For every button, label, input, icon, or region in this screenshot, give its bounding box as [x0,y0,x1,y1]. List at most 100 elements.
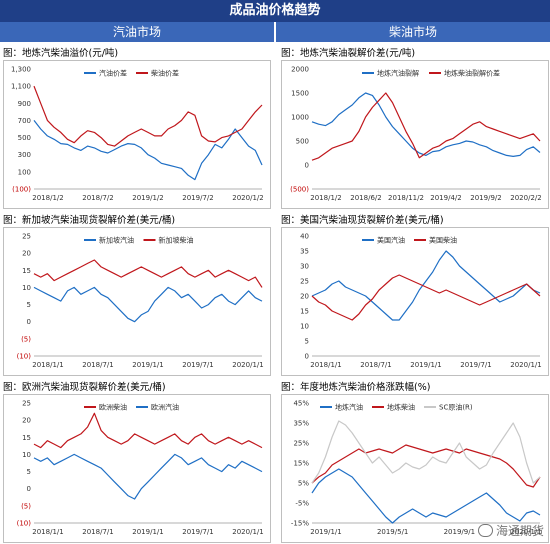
x-tick-label: 2020/1/2 [232,194,263,202]
y-tick-label: 1,300 [11,66,31,74]
y-tick-label: 5 [305,338,309,346]
y-tick-label: 40 [300,233,309,241]
y-tick-label: 0 [305,353,309,361]
series-line [311,420,541,484]
x-tick-label: 2020/1/1 [232,361,263,369]
series-line [33,453,263,500]
x-tick-label: 2018/1/1 [32,528,63,536]
series-line [311,468,541,524]
chart-title: 图：地炼汽柴油溢价(元/吨) [3,48,119,59]
x-tick-label: 2018/7/1 [82,528,113,536]
y-tick-label: 5% [298,480,309,488]
y-tick-label: 5 [27,301,31,309]
x-tick-label: 2019/4/2 [430,194,461,202]
x-tick-label: 2019/7/1 [182,361,213,369]
legend-label: 地炼汽油裂解 [377,69,419,78]
y-tick-label: 500 [18,134,31,142]
refinery-premium-chart: 1,300 1,100 900 700 500 300 100 (100)2018/1/2 20… [11,66,264,203]
y-tick-label: 10 [22,284,31,292]
y-tick-label: (5) [21,335,31,343]
chart-panel-1: 图：地炼汽柴油溢价(元/吨) 1,300 1,100 900 700 500 300 100… [0,45,272,210]
y-tick-label: 0 [27,318,31,326]
x-tick-label: 2019/1/2 [132,194,163,202]
x-tick-label: 2019/7/2 [182,194,213,202]
gasoline-market-header: 汽油市场 [0,22,274,42]
x-tick-label: 2019/1/1 [410,361,441,369]
y-tick-label: -5% [295,500,309,508]
y-tick-label: (10) [17,520,32,528]
series-line [311,250,541,321]
legend-label: 美国柴油 [429,236,457,245]
y-tick-label: 15 [300,308,309,316]
x-tick-label: 2018/6/2 [350,194,381,202]
y-tick-label: 20 [22,250,31,258]
chart-panel-2: 图：地炼汽柴油裂解价差(元/吨) 2000 1500 1000 500 0 (500) 20… [278,45,550,210]
refinery-crack-spread-chart: 2000 1500 1000 500 0 (500)2018/1/2 2018/6/2 201… [290,66,542,203]
annual-change-chart: 45% 35% 25% 15% 5% -5% -15%2019/1/1 2019/5/1 201… [291,400,542,537]
singapore-crack-chart: 25 20 15 10 5 0 (5) (10)2018/1/1 2018/7/1 2019/1/… [17,233,264,370]
x-tick-label: 2020/1/1 [510,361,541,369]
x-tick-label: 2019/9/1 [444,528,475,536]
x-tick-label: 2019/1/1 [132,528,163,536]
y-tick-label: (5) [21,502,31,510]
chart-panel-4: 图：美国汽柴油现货裂解价差(美元/桶) 40 35 30 25 20 15 10 5 0 2018… [278,212,550,377]
y-tick-label: 5 [27,468,31,476]
y-tick-label: 1,100 [11,83,31,91]
y-tick-label: 10 [22,451,31,459]
y-tick-label: 2000 [291,66,309,74]
x-tick-label: 2020/1/1 [232,528,263,536]
x-tick-label: 2018/7/2 [82,194,113,202]
y-tick-label: 20 [300,293,309,301]
x-tick-label: 2018/7/1 [360,361,391,369]
y-tick-label: 25 [300,278,309,286]
series-line [33,412,263,449]
y-tick-label: 15 [22,267,31,275]
series-line [311,92,541,158]
y-tick-label: 15 [22,434,31,442]
legend-label: 美国汽油 [377,236,405,245]
chart-panel-6: 图：年度地炼汽柴油价格涨跌幅(%) 45% 35% 25% 15% 5% -5% -15% 2… [278,379,550,544]
x-tick-label: 2019/1/1 [132,361,163,369]
chart-title: 图：年度地炼汽柴油价格涨跌幅(%) [281,382,431,393]
x-tick-label: 2018/1/2 [310,194,341,202]
x-tick-label: 2018/1/1 [310,361,341,369]
legend-label: 欧洲汽油 [151,403,179,412]
legend-label: 柴油价差 [151,69,179,78]
chart-panel-3: 图：新加坡汽柴油现货裂解价差(美元/桶) 25 20 15 10 5 0 (5) (10) 20… [0,212,272,377]
y-tick-label: 1000 [291,114,309,122]
series-line [311,274,541,321]
y-tick-label: 35 [300,248,309,256]
legend-label: 地炼柴油 [387,403,415,412]
chart-title: 图：美国汽柴油现货裂解价差(美元/桶) [281,215,444,226]
chart-panel-5: 图：欧洲汽柴油现货裂解价差(美元/桶) 25 20 15 10 5 0 (5) (10) 201… [0,379,272,544]
y-tick-label: 0 [305,162,309,170]
watermark-text: 海通期货 [495,524,544,538]
x-tick-label: 2018/1/1 [32,361,63,369]
chart-title: 图：欧洲汽柴油现货裂解价差(美元/桶) [3,382,166,393]
x-tick-label: 2018/1/2 [32,194,63,202]
series-line [33,259,263,288]
series-line [33,120,263,181]
legend-label: 新加坡柴油 [159,236,194,245]
y-tick-label: 300 [18,151,31,159]
y-tick-label: 25 [22,400,31,408]
y-tick-label: 15% [293,460,309,468]
europe-crack-chart: 25 20 15 10 5 0 (5) (10)2018/1/1 2018/7/1 2019/1/… [17,400,264,537]
series-line [33,85,263,147]
x-tick-label: 2019/1/1 [310,528,341,536]
x-tick-label: 2020/1/1 [510,528,541,536]
y-tick-label: (100) [12,186,31,194]
wechat-icon [477,524,493,537]
y-tick-label: 500 [296,138,309,146]
legend-label: 地炼汽油 [335,403,363,412]
x-tick-label: 2019/9/2 [470,194,501,202]
series-line [311,92,541,161]
y-tick-label: 100 [18,168,31,176]
legend-label: 欧洲柴油 [99,403,127,412]
legend-label: 新加坡汽油 [99,236,134,245]
page-title: 成品油价格趋势 [0,0,550,22]
x-tick-label: 2020/2/2 [510,194,541,202]
y-tick-label: 45% [293,400,309,408]
x-tick-label: 2019/7/1 [182,528,213,536]
